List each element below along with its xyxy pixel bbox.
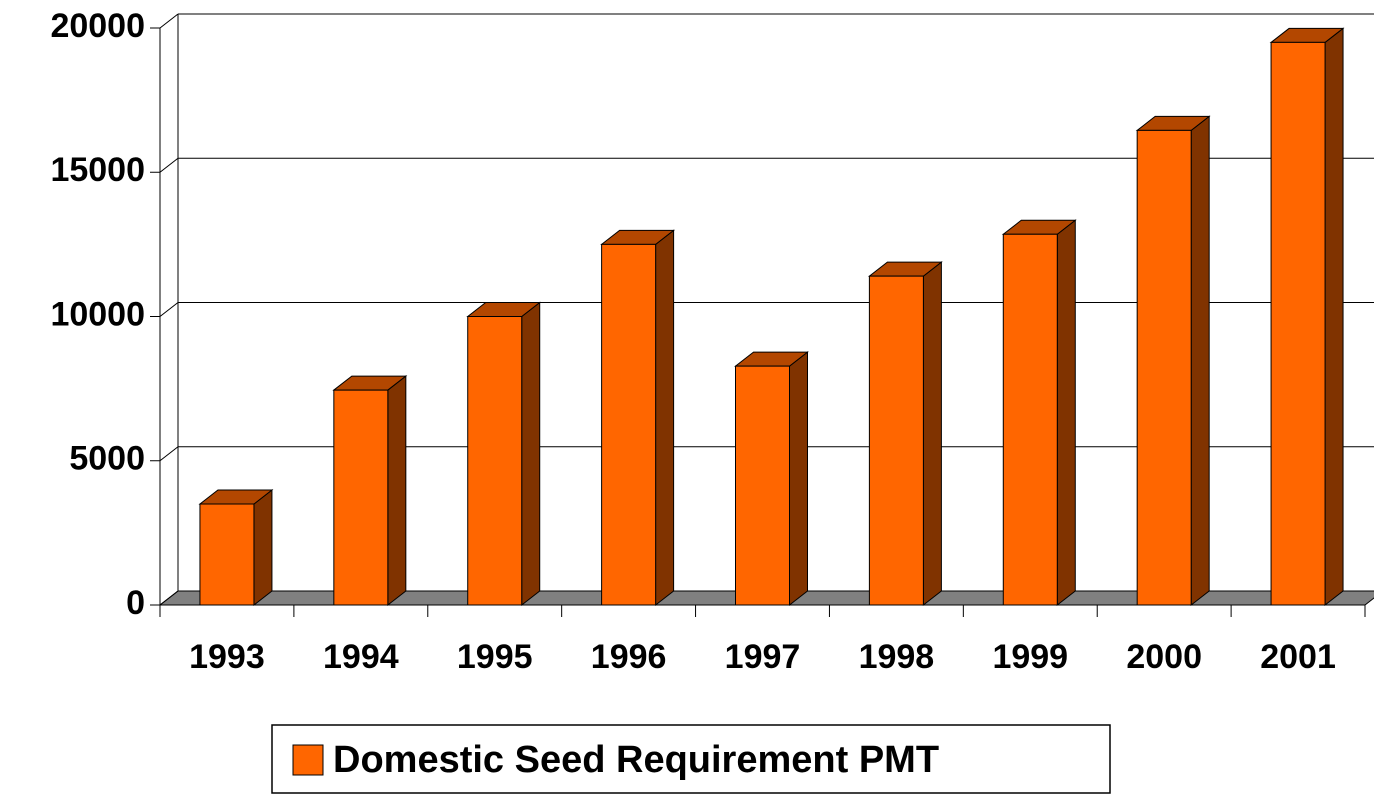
y-tick-label: 15000 <box>50 151 145 189</box>
y-tick-label: 5000 <box>69 440 145 478</box>
grid-line <box>159 446 179 462</box>
grid-line <box>159 302 179 317</box>
bar <box>867 261 943 607</box>
y-tick-label: 0 <box>126 584 145 622</box>
bar-front <box>1270 41 1326 606</box>
x-tick-label: 1997 <box>725 638 801 676</box>
x-tick-label: 1998 <box>859 638 935 676</box>
bar-side <box>1324 27 1344 607</box>
grid-line <box>159 13 179 29</box>
x-tick-label: 1999 <box>992 638 1068 676</box>
bar-side <box>521 301 541 607</box>
bar-side <box>922 261 942 607</box>
bar-front <box>601 243 657 606</box>
legend-swatch <box>292 744 324 776</box>
bar-side <box>253 489 273 607</box>
bar <box>1269 27 1345 607</box>
legend-label: Domestic Seed Requirement PMT <box>333 739 939 781</box>
x-tick-label: 2000 <box>1126 638 1202 676</box>
grid-line <box>159 157 179 173</box>
bar <box>198 489 274 607</box>
y-tick-label: 10000 <box>50 295 145 333</box>
bar <box>466 301 542 607</box>
bar-front <box>467 316 523 606</box>
grid-line <box>159 590 179 606</box>
bar-front <box>333 389 389 606</box>
bar <box>1135 115 1211 607</box>
bar-front <box>1002 233 1058 606</box>
bar-side <box>789 351 808 607</box>
bar-side <box>387 375 407 607</box>
x-tick-label: 2001 <box>1260 638 1336 676</box>
bar <box>734 351 809 607</box>
bar-side <box>1056 219 1076 607</box>
bar <box>332 375 408 607</box>
bar <box>600 229 676 607</box>
bar-front <box>1136 129 1192 606</box>
legend-box <box>271 724 1111 794</box>
bar-front <box>199 503 255 606</box>
bar-side <box>655 229 675 607</box>
x-tick-label: 1994 <box>323 638 399 676</box>
bar-side <box>1190 115 1210 607</box>
bar-front <box>868 275 924 606</box>
x-tick-label: 1996 <box>591 638 667 676</box>
x-tick-label: 1995 <box>457 638 533 676</box>
y-tick-label: 20000 <box>50 7 145 45</box>
bar <box>1001 219 1077 607</box>
bar-front <box>735 365 790 606</box>
x-tick-label: 1993 <box>189 638 265 676</box>
